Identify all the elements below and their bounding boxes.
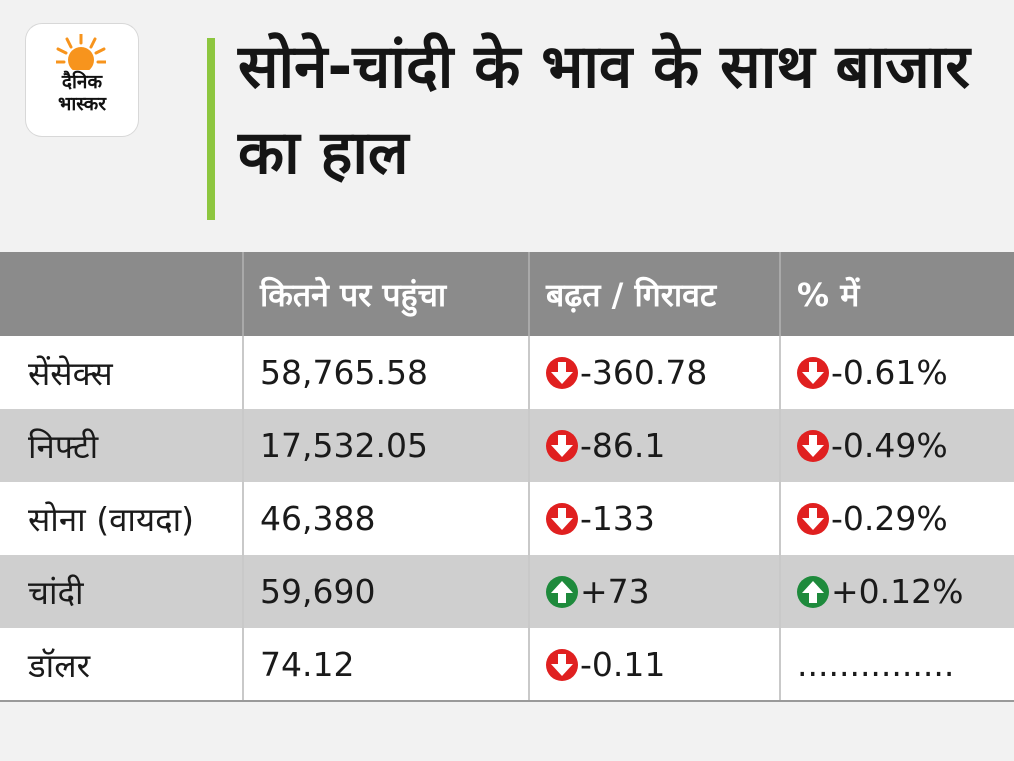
row-percent: -0.49%	[831, 426, 948, 465]
header-blank	[0, 252, 244, 336]
row-change: -360.78	[580, 353, 708, 392]
row-change-cell: +73	[529, 555, 781, 628]
row-change: +73	[580, 572, 650, 611]
arrow-up-icon	[797, 576, 829, 608]
row-change: -0.11	[580, 644, 666, 684]
table-row: चांदी 59,690 +73 +0.12%	[0, 555, 1014, 628]
dainik-bhaskar-logo: दैनिक भास्कर	[26, 24, 138, 136]
row-label: निफ्टी	[0, 409, 244, 482]
row-change-cell: -0.11	[529, 628, 781, 702]
table-row: डॉलर 74.12 -0.11...............	[0, 628, 1014, 702]
row-percent-cell: -0.49%	[780, 409, 1014, 482]
logo-text-line2: भास्कर	[57, 93, 107, 115]
arrow-down-icon	[797, 430, 829, 462]
table-header-row: कितने पर पहुंचा बढ़त / गिरावट % में	[0, 252, 1014, 336]
row-value: 46,388	[243, 482, 530, 555]
table-row: सोना (वायदा) 46,388 -133 -0.29%	[0, 482, 1014, 555]
arrow-down-icon	[546, 648, 578, 681]
title-accent-bar	[207, 38, 215, 220]
header-value: कितने पर पहुंचा	[243, 252, 530, 336]
header-percent: % में	[797, 275, 860, 314]
row-label: सोना (वायदा)	[0, 482, 244, 555]
row-percent: -0.61%	[831, 353, 948, 392]
row-change-cell: -133	[529, 482, 781, 555]
arrow-up-icon	[546, 576, 578, 608]
arrow-down-icon	[546, 503, 578, 535]
row-label: डॉलर	[0, 628, 244, 702]
row-percent-cell: -0.61%	[780, 336, 1014, 409]
row-change: -86.1	[580, 426, 666, 465]
sun-icon	[56, 34, 106, 70]
row-value: 59,690	[243, 555, 530, 628]
row-value: 74.12	[243, 628, 530, 702]
row-percent-cell: -0.29%	[780, 482, 1014, 555]
row-value: 17,532.05	[243, 409, 530, 482]
row-percent-cell: +0.12%	[780, 555, 1014, 628]
market-table: कितने पर पहुंचा बढ़त / गिरावट % में सेंस…	[0, 252, 1014, 702]
arrow-down-icon	[546, 357, 578, 389]
row-change: -133	[580, 499, 655, 538]
row-change-cell: -86.1	[529, 409, 781, 482]
row-label: चांदी	[0, 555, 244, 628]
row-value: 58,765.58	[243, 336, 530, 409]
row-percent: -0.29%	[831, 499, 948, 538]
row-percent: ...............	[797, 644, 955, 684]
header-change: बढ़त / गिरावट	[529, 252, 781, 336]
row-label: सेंसेक्स	[0, 336, 244, 409]
arrow-down-icon	[546, 430, 578, 462]
logo-text-line1: दैनिक	[61, 71, 103, 93]
row-percent: +0.12%	[831, 572, 964, 611]
page-title: सोने-चांदी के भाव के साथ बाजार का हाल	[238, 32, 970, 188]
table-row: निफ्टी 17,532.05 -86.1 -0.49%	[0, 409, 1014, 482]
table-row: सेंसेक्स 58,765.58 -360.78 -0.61%	[0, 336, 1014, 409]
arrow-down-icon	[797, 357, 829, 389]
row-percent-cell: ...............	[780, 628, 1014, 702]
row-change-cell: -360.78	[529, 336, 781, 409]
arrow-down-icon	[797, 503, 829, 535]
